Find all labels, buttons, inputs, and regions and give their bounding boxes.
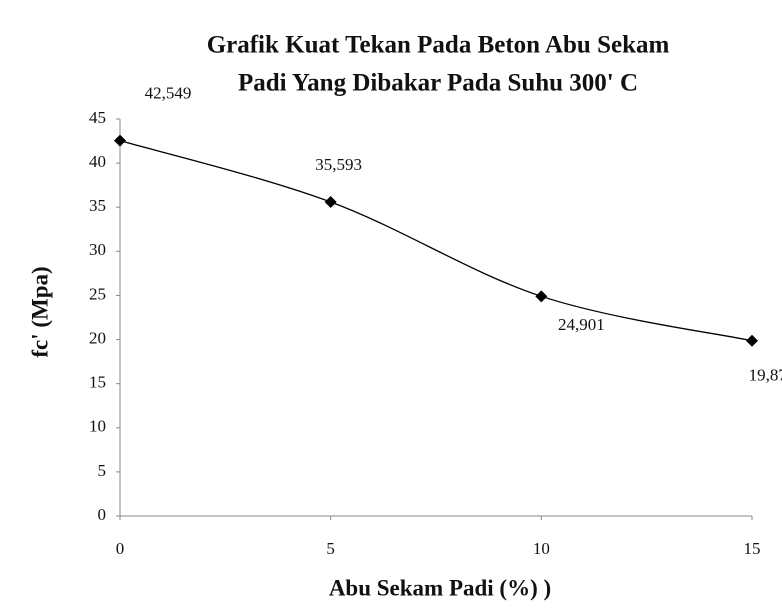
y-tick-label: 35 — [89, 196, 106, 215]
marker — [746, 334, 758, 347]
y-axis-label: fc' (Mpa) — [27, 266, 52, 357]
data-label: 35,593 — [315, 155, 362, 174]
data-label: 42,549 — [145, 84, 192, 103]
data-label: 24,901 — [558, 315, 605, 334]
y-tick-label: 25 — [89, 284, 106, 303]
y-tick-label: 30 — [89, 240, 106, 259]
y-tick-label: 10 — [89, 417, 106, 436]
y-tick-label: 40 — [89, 152, 106, 171]
x-tick-label: 5 — [326, 539, 335, 558]
x-tick-label: 10 — [533, 539, 550, 558]
x-tick-label: 0 — [116, 539, 125, 558]
x-axis-label: Abu Sekam Padi (%) ) — [329, 575, 551, 600]
data-label: 19,870 — [749, 366, 782, 385]
y-tick-label: 5 — [98, 461, 107, 480]
x-tick-label: 15 — [744, 539, 761, 558]
marker — [324, 195, 337, 208]
y-tick-label: 20 — [89, 328, 106, 347]
chart-title: Grafik Kuat Tekan Pada Beton Abu Sekam — [207, 32, 670, 59]
marker — [535, 290, 548, 303]
y-tick-label: 45 — [89, 108, 106, 127]
chart-title: Padi Yang Dibakar Pada Suhu 300' C — [238, 70, 638, 97]
y-tick-label: 0 — [98, 505, 107, 524]
marker — [114, 134, 126, 147]
line — [119, 139, 753, 342]
y-tick-label: 15 — [89, 373, 106, 392]
